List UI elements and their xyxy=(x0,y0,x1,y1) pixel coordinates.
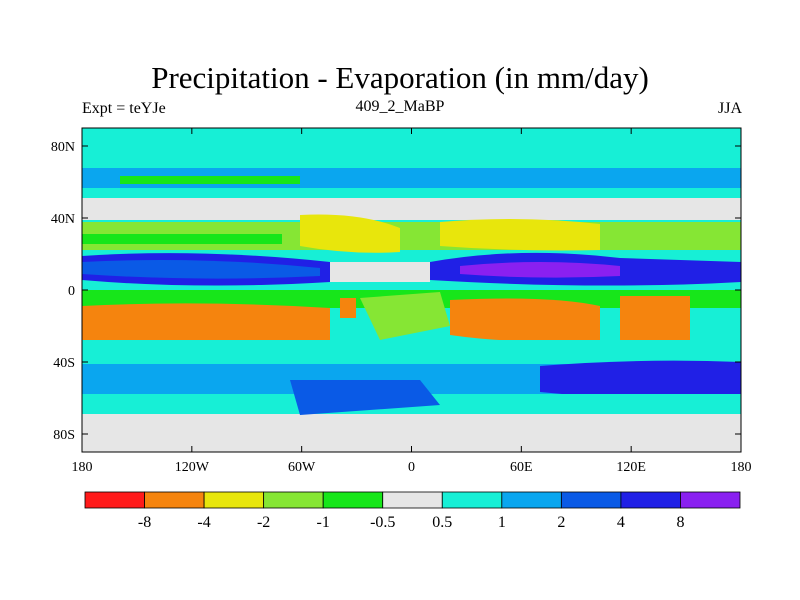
colorbar-swatch xyxy=(560,491,622,509)
band-cyan-south xyxy=(82,340,741,364)
green-strip-n xyxy=(82,234,282,244)
blue-south-east xyxy=(540,360,741,399)
colorbar-swatch xyxy=(263,491,324,509)
colorbar-label: 8 xyxy=(676,514,684,531)
orange-east xyxy=(450,298,600,342)
band-white-north xyxy=(82,198,741,220)
colorbar-label: -1 xyxy=(317,514,330,531)
band-north-2 xyxy=(120,176,300,184)
white-equator xyxy=(330,262,430,282)
x-tick-label: 120W xyxy=(175,460,210,475)
y-tick-label: 0 xyxy=(68,284,75,299)
time-label: 409_2_MaBP xyxy=(355,98,445,115)
colorbar-swatch xyxy=(144,491,205,509)
small-orange xyxy=(340,298,356,318)
x-tick-label: 180 xyxy=(72,460,93,475)
y-axis: 80N 40N 0 40S 80S xyxy=(51,140,741,443)
colorbar-swatch xyxy=(501,491,562,509)
colorbar-label: 4 xyxy=(617,514,625,531)
colorbar-swatch xyxy=(84,491,145,509)
colorbar-swatch xyxy=(322,491,384,509)
x-tick-label: 0 xyxy=(408,460,415,475)
y-tick-label: 40N xyxy=(51,212,75,227)
orange-west xyxy=(82,303,330,352)
colorbar-label: 1 xyxy=(498,514,506,531)
x-tick-label: 60W xyxy=(288,460,316,475)
experiment-label: Expt = teYJe xyxy=(82,100,166,117)
colorbar-swatch xyxy=(203,491,265,509)
itcz-west-inner xyxy=(82,260,320,279)
map-field xyxy=(82,128,741,452)
orange-australia xyxy=(620,296,690,340)
season-label: JJA xyxy=(717,100,742,117)
x-axis: 180 120W 60W 0 60E 120E 180 xyxy=(72,128,752,475)
colorbar-label: 2 xyxy=(557,514,565,531)
antarctica xyxy=(82,414,741,452)
blue-south-center xyxy=(290,380,440,415)
colorbar-label: -4 xyxy=(197,514,210,531)
y-tick-label: 80S xyxy=(53,428,75,443)
yellow-patch-n1 xyxy=(300,214,400,253)
itcz-east-core xyxy=(460,262,620,278)
yellow-patch-n2 xyxy=(440,218,600,251)
colorbar: -8 -4 -2 -1 -0.5 0.5 1 2 4 8 xyxy=(84,491,741,531)
y-tick-label: 40S xyxy=(53,356,75,371)
colorbar-swatch xyxy=(620,491,681,509)
x-tick-label: 60E xyxy=(510,460,533,475)
colorbar-swatch xyxy=(680,491,741,509)
chart-title: Precipitation - Evaporation (in mm/day) xyxy=(151,60,649,95)
colorbar-label: -0.5 xyxy=(370,514,395,531)
colorbar-label: -2 xyxy=(257,514,270,531)
colorbar-swatch xyxy=(382,491,443,509)
x-tick-label: 180 xyxy=(731,460,752,475)
colorbar-label: 0.5 xyxy=(432,514,452,531)
colorbar-swatch xyxy=(441,491,503,509)
africa-green xyxy=(360,292,450,340)
y-tick-label: 80N xyxy=(51,140,75,155)
x-tick-label: 120E xyxy=(616,460,646,475)
colorbar-label: -8 xyxy=(138,514,151,531)
